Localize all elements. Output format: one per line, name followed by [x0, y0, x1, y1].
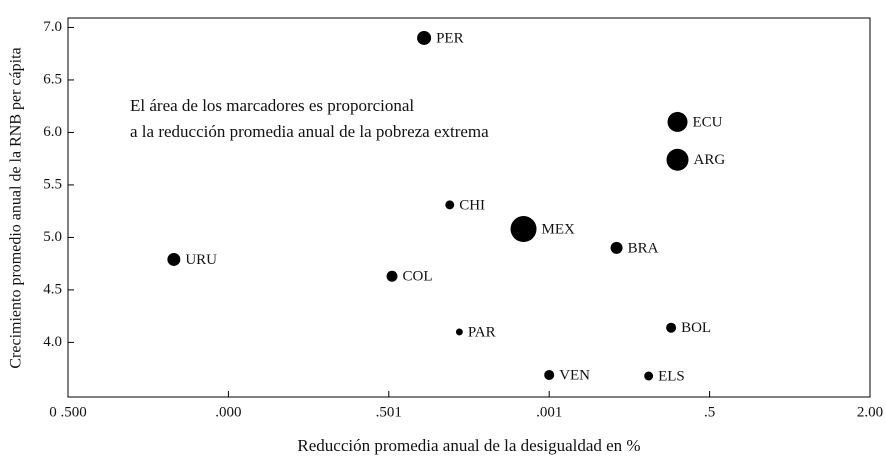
x-axis-label: Reducción promedia anual de la desiguald… [297, 436, 640, 455]
bubble [167, 252, 181, 266]
x-tick-label: .501 [376, 404, 402, 420]
bubble [666, 322, 677, 333]
bubble [610, 241, 623, 254]
point-label: ECU [693, 114, 723, 130]
point-label: PER [436, 30, 464, 46]
point-label: URU [185, 252, 217, 268]
y-tick-label: 5.0 [43, 229, 62, 245]
bubble [544, 369, 555, 380]
point-label: MEX [542, 221, 576, 237]
plot-frame [67, 17, 871, 398]
y-axis-label: Crecimiento promedio anual de la RNB per… [8, 47, 25, 368]
point-label: PAR [468, 324, 496, 340]
bubble [510, 216, 537, 243]
point-label: VEN [559, 367, 590, 383]
x-tick-label: 0 .500 [49, 404, 87, 420]
bubble [386, 270, 398, 282]
point-label: ELS [658, 368, 685, 384]
y-tick-label: 7.0 [43, 19, 62, 35]
point-label: BOL [681, 320, 711, 336]
bubble [445, 200, 455, 210]
bubble [666, 148, 689, 171]
y-tick-label: 4.0 [43, 334, 62, 350]
bubble [417, 30, 432, 45]
point-label: ARG [694, 152, 726, 168]
bubble [667, 111, 688, 132]
point-label: CHI [459, 197, 485, 213]
y-tick-label: 4.5 [43, 281, 62, 297]
y-tick-label: 5.5 [43, 176, 62, 192]
y-tick-label: 6.0 [43, 124, 62, 140]
point-label: COL [402, 269, 432, 285]
y-tick-label: 6.5 [43, 71, 62, 87]
bubble [644, 371, 654, 381]
annotation: El área de los marcadores es proporciona… [130, 96, 414, 115]
x-tick-label: .000 [215, 404, 241, 420]
x-tick-label: 2.00 [857, 404, 883, 420]
annotation: a la reducción promedia anual de la pobr… [130, 122, 489, 141]
x-tick-label: .5 [704, 404, 715, 420]
x-tick-label: .001 [536, 404, 562, 420]
bubble [455, 328, 463, 336]
point-label: BRA [628, 240, 659, 256]
